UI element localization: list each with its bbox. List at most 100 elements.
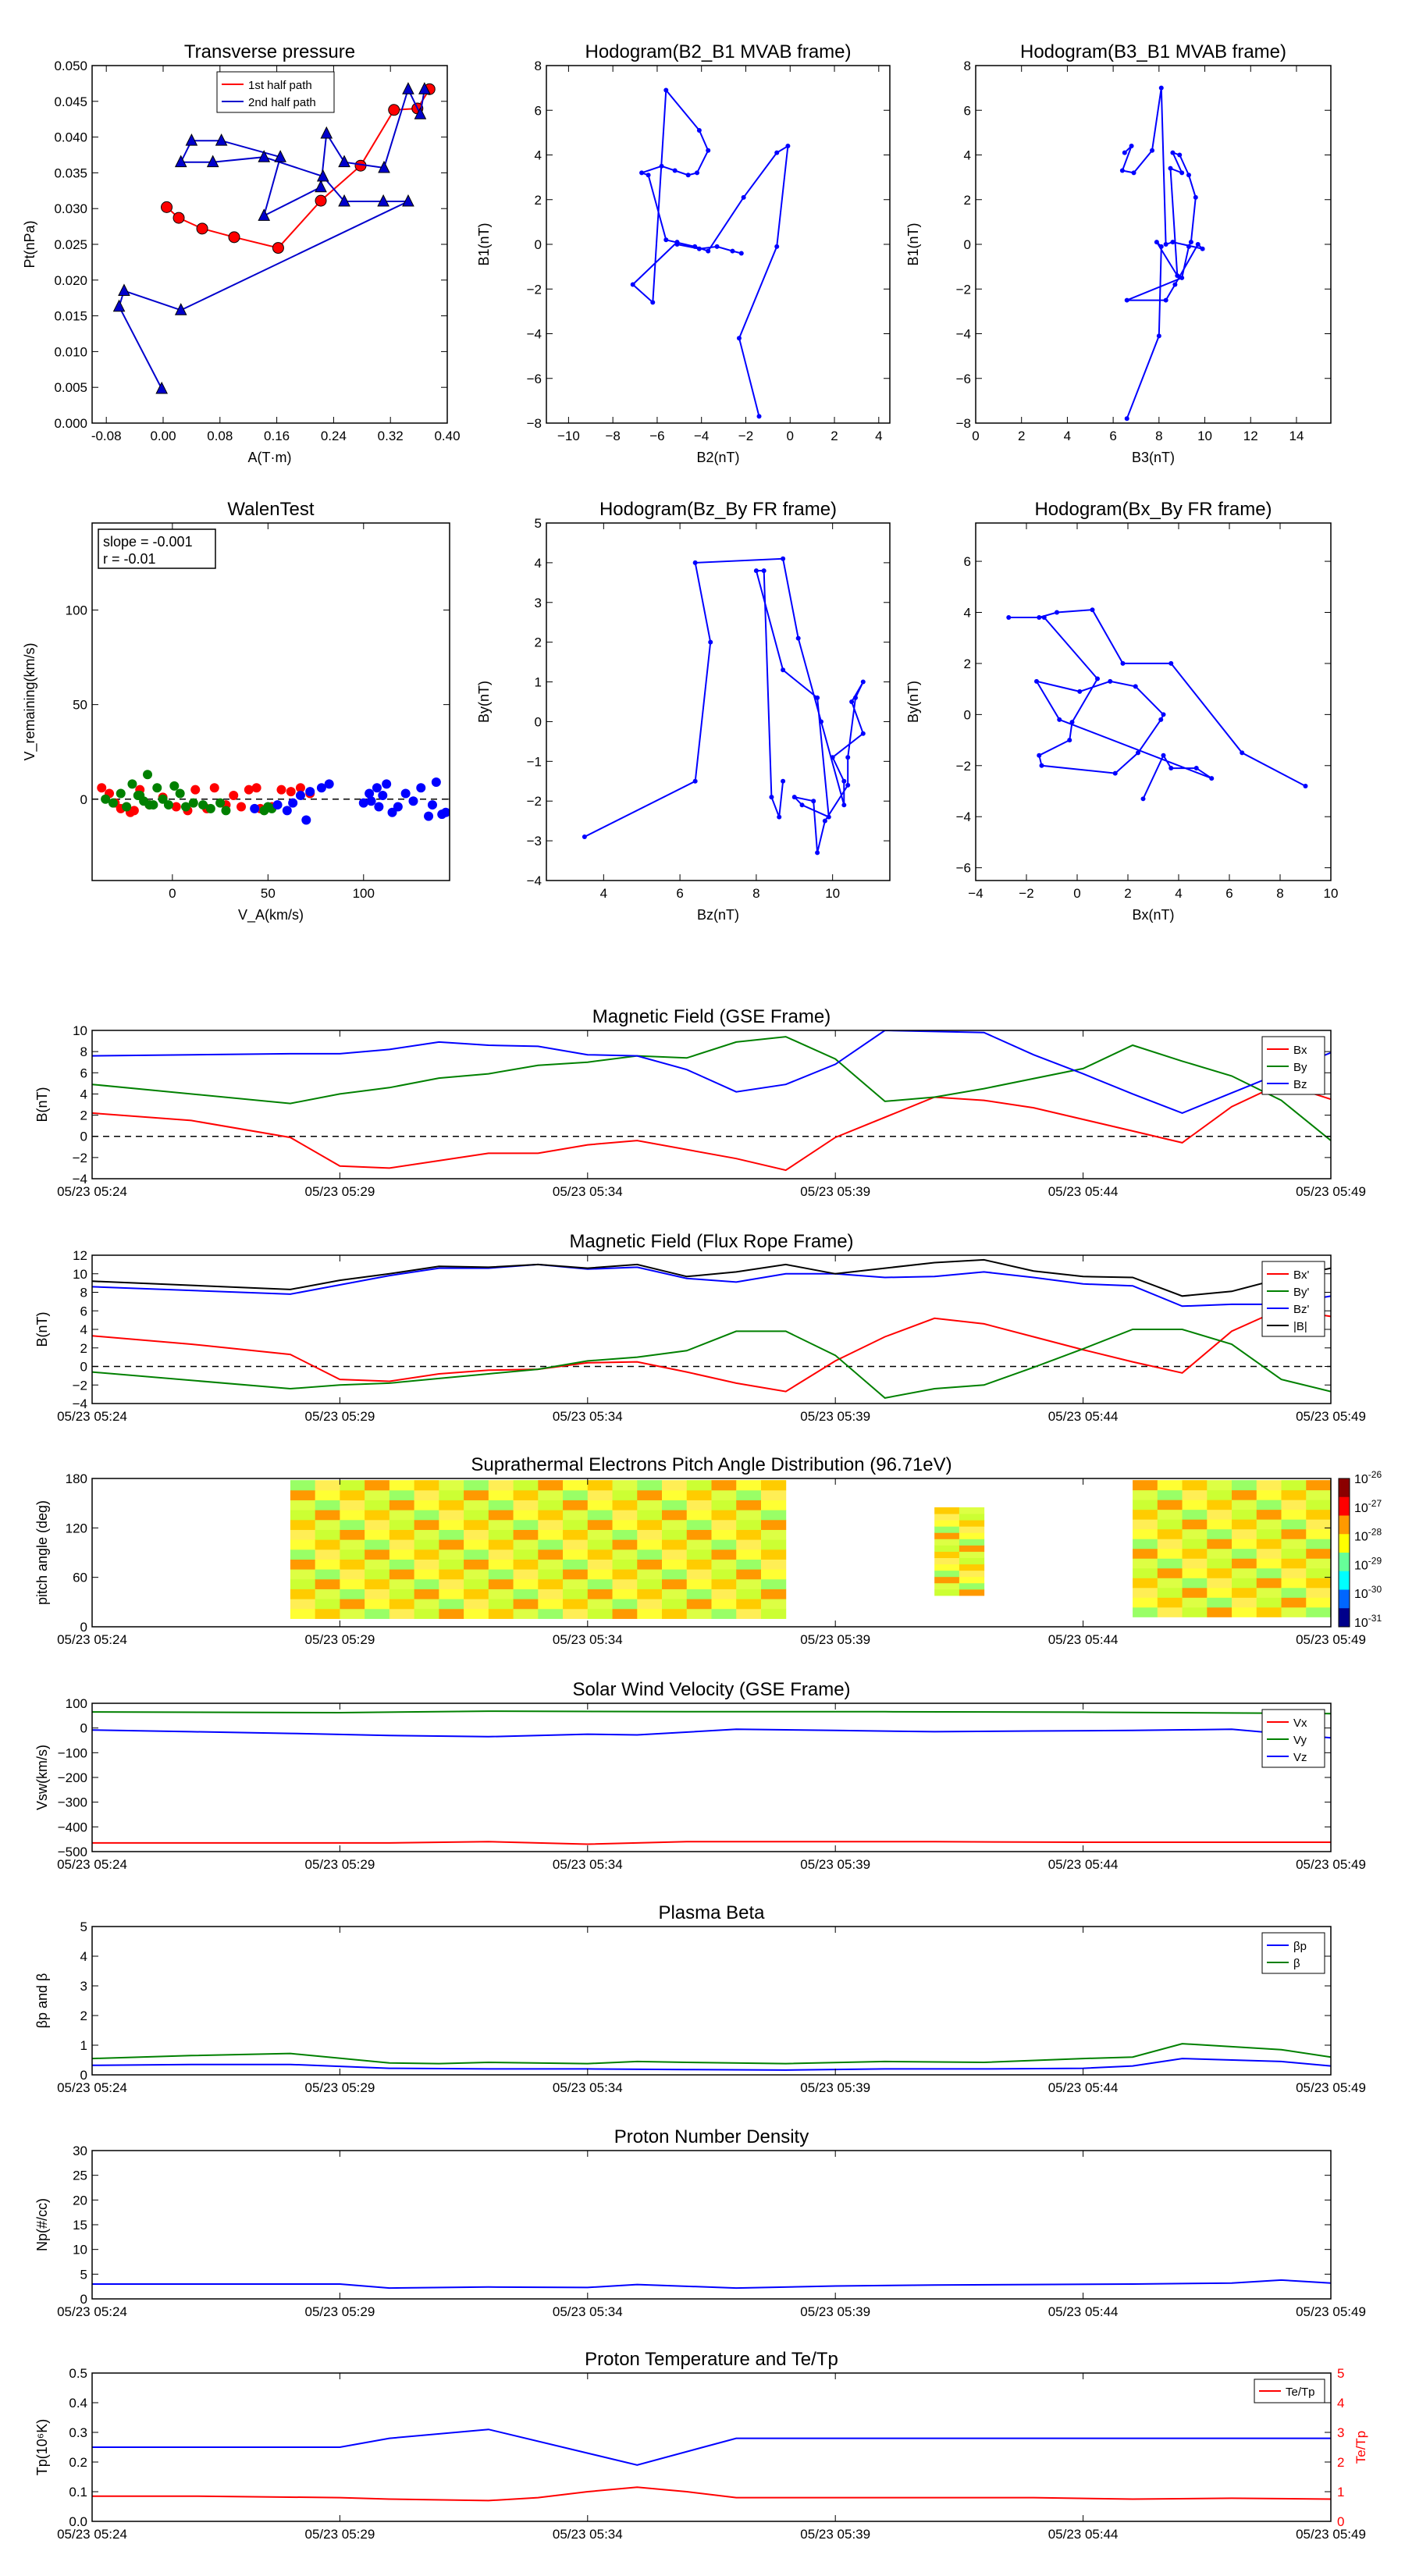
heatmap-cell [315, 1539, 340, 1550]
x-axis-label: V_A(km/s) [238, 907, 304, 923]
data-point [1161, 753, 1166, 758]
y-tick-label: −500 [58, 1845, 87, 1859]
chart-title: Hodogram(B2_B1 MVAB frame) [585, 41, 851, 62]
data-point [1119, 168, 1125, 173]
heatmap-cell [464, 1510, 489, 1521]
x-tick-label: 05/23 05:49 [1296, 1632, 1366, 1647]
heatmap-cell [1207, 1528, 1232, 1539]
heatmap-cell [513, 1489, 539, 1500]
y-tick-label: 3 [535, 596, 542, 610]
x-tick-label: 05/23 05:39 [800, 1409, 870, 1424]
data-point [1179, 275, 1185, 280]
heatmap-cell [587, 1578, 614, 1589]
data-point [1041, 615, 1047, 621]
x-tick-label: 05/23 05:39 [800, 2080, 870, 2095]
heatmap-cell [340, 1519, 365, 1530]
y-tick-label: 8 [80, 1286, 87, 1300]
data-point [173, 212, 185, 224]
heatmap-cell [1256, 1548, 1282, 1559]
heatmap-cell [1182, 1597, 1208, 1608]
data-point [799, 802, 805, 808]
colorbar-segment [1339, 1608, 1350, 1628]
y-tick-label: 0.045 [54, 94, 87, 109]
data-point [1112, 770, 1118, 776]
heatmap-cell [488, 1539, 514, 1550]
x-tick-label: 0 [787, 429, 794, 443]
data-point [215, 798, 226, 808]
data-point [1188, 240, 1193, 245]
y-tick-label: 6 [535, 103, 542, 118]
panel-solar-wind-velocity: Solar Wind Velocity (GSE Frame) 05/23 05:… [34, 1679, 1366, 1872]
heatmap-cell [365, 1510, 390, 1521]
heatmap-cell [686, 1578, 712, 1589]
heatmap-cell [1207, 1587, 1232, 1598]
y-tick-label: −100 [58, 1745, 87, 1760]
y-tick-label: 5 [535, 516, 542, 531]
heatmap-cell [1133, 1539, 1158, 1550]
panel-hodogram-bx-by: Hodogram(Bx_By FR frame) −4 −2 0 2 4 6 8 10 −6 −4 −… [905, 499, 1338, 923]
colorbar-segment [1339, 1589, 1350, 1609]
x-tick-label: 05/23 05:49 [1296, 1409, 1366, 1424]
data-point [860, 731, 866, 736]
heatmap-cell [1306, 1509, 1331, 1520]
heatmap-cell [1281, 1489, 1307, 1500]
heatmap-cell [736, 1519, 762, 1530]
data-point [1090, 607, 1095, 613]
y-axis-label: B(nT) [34, 1087, 50, 1123]
heatmap-cell [389, 1549, 415, 1560]
series-line-Bx [92, 1082, 1331, 1172]
heatmap-cell [414, 1559, 439, 1570]
heatmap-cell [1182, 1539, 1208, 1550]
data-point [382, 779, 392, 789]
heatmap-cell [563, 1510, 589, 1521]
data-point [196, 222, 208, 235]
legend-label: Bz [1293, 1078, 1307, 1091]
heatmap-cell [612, 1559, 638, 1570]
plot-area [1119, 85, 1205, 422]
heatmap-cell [488, 1589, 514, 1599]
data-point [1039, 763, 1044, 768]
x-tick-label: 05/23 05:44 [1048, 2304, 1119, 2319]
data-point [427, 800, 437, 810]
heatmap-cell [637, 1599, 663, 1610]
y-tick-label: 4 [80, 1087, 87, 1101]
data-point [272, 800, 283, 810]
legend-label: Bx' [1293, 1268, 1310, 1282]
heatmap-cell [711, 1489, 737, 1500]
data-point [316, 169, 329, 182]
colorbar-exponent: -29 [1368, 1555, 1382, 1566]
heatmap-cell [959, 1576, 985, 1584]
heatmap-cell [1306, 1489, 1331, 1500]
heatmap-cell [389, 1578, 415, 1589]
data-point [258, 208, 271, 221]
heatmap-cell [612, 1500, 638, 1510]
series-line-0 [92, 2279, 1331, 2290]
heatmap-cell [513, 1569, 539, 1580]
y-tick-label: 0.030 [54, 201, 87, 216]
heatmap-cell [959, 1564, 985, 1571]
heatmap-cell [538, 1559, 564, 1570]
heatmap-cell [340, 1500, 365, 1510]
panel-hodogram-bz-by: Hodogram(Bz_By FR frame) 4 6 8 10 −4 −3 −2 −1 0 1 2… [476, 499, 891, 923]
heatmap-cell [1256, 1480, 1282, 1491]
heatmap-cell [389, 1529, 415, 1540]
y-axis-label: V_remaining(km/s) [22, 642, 38, 760]
heatmap-cell [1157, 1548, 1183, 1559]
plot-frame [546, 522, 891, 881]
legend-box [1261, 1932, 1325, 1974]
heatmap-cell [662, 1500, 688, 1510]
data-point [229, 790, 239, 800]
heatmap-cell [1157, 1539, 1183, 1550]
heatmap-cell [662, 1578, 688, 1589]
series-line-β [92, 2043, 1331, 2065]
legend-label: By [1293, 1061, 1307, 1074]
x-tick-label: 8 [752, 886, 759, 901]
x-tick-label: 2 [1018, 429, 1025, 443]
heatmap-cell [934, 1576, 960, 1584]
data-point [815, 695, 820, 700]
y-axis-label: B1(nT) [476, 222, 492, 265]
legend-label: Vx [1293, 1717, 1307, 1730]
colorbar-exponent: -28 [1368, 1527, 1382, 1538]
heatmap-cell [736, 1510, 762, 1521]
y-tick-label: −6 [527, 372, 542, 386]
